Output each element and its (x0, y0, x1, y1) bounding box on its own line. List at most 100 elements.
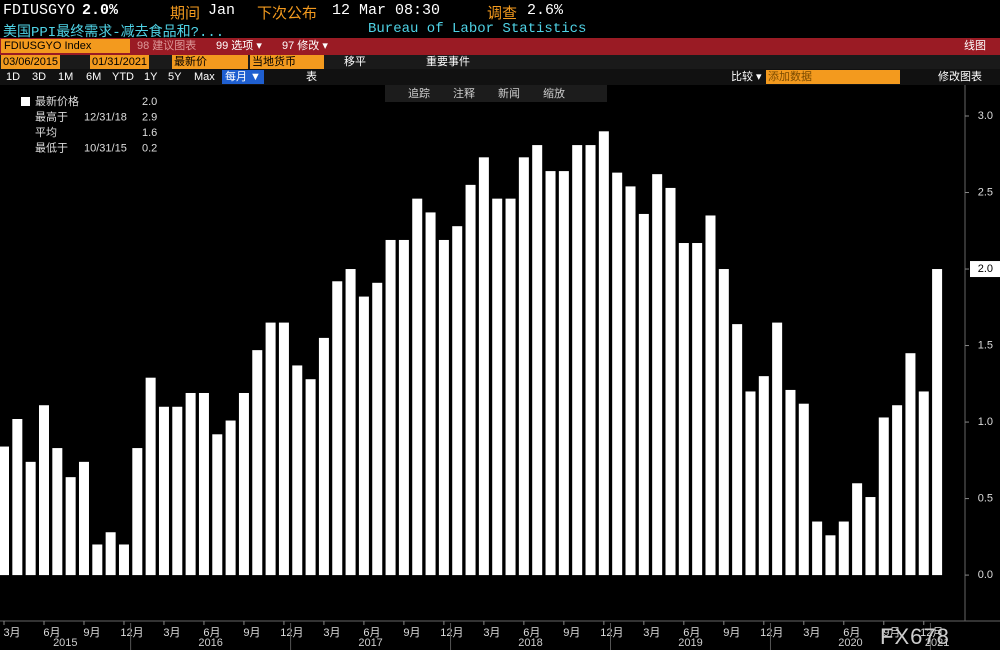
chart-kind[interactable]: 线图 (964, 40, 986, 52)
edit-button[interactable]: 97 修改 ▾ (282, 40, 328, 52)
compare[interactable]: 比较 ▾ (731, 71, 762, 83)
range-button[interactable]: Max (194, 71, 215, 83)
bar (452, 226, 463, 576)
legend-name: 平均 (35, 126, 57, 139)
bar (292, 365, 303, 576)
watermark: FX678 (880, 624, 950, 649)
legend: 最新价格 2.0 最高于 12/31/18 2.9 平均 1.6 最低于 10/31/15 0.2 (6, 91, 162, 157)
range-button[interactable]: YTD (112, 71, 134, 83)
table-button[interactable]: 表 (306, 71, 317, 83)
bar (545, 171, 556, 576)
survey: 2.6% (527, 2, 564, 19)
bar (92, 544, 103, 576)
bar (105, 532, 116, 576)
bar (118, 544, 129, 576)
range-bar: 每月 ▼ 表 比较 ▾ 添加数据 修改图表 1D 3D 1M 6M YTD 1Y 5Y Max (0, 69, 1000, 85)
x-tick-label: 12月 (600, 627, 623, 639)
x-tick-label: 3月 (803, 627, 820, 639)
x-tick-label: 12月 (760, 627, 783, 639)
bar (225, 420, 236, 576)
x-tick-label: 6月 (683, 627, 700, 639)
bar (212, 434, 223, 576)
bar (318, 337, 329, 576)
tool-button[interactable]: 追踪 (408, 86, 430, 100)
x-tick-label: 6月 (843, 627, 860, 639)
bar (252, 350, 263, 576)
bar (185, 392, 196, 576)
year-label: 2018 (518, 637, 542, 649)
y-tick-label: 2.0 (978, 263, 993, 275)
range-button[interactable]: 1D (6, 71, 21, 83)
x-tick-label: 3月 (163, 627, 180, 639)
x-tick-label: 12月 (120, 627, 143, 639)
bar (38, 405, 49, 576)
range-button[interactable]: 5Y (168, 71, 182, 83)
tool-button[interactable]: 缩放 (543, 86, 565, 100)
x-tick-label: 9月 (723, 627, 740, 639)
add-data[interactable]: 添加数据 (766, 70, 900, 84)
tool-button[interactable]: 新闻 (498, 86, 520, 100)
bar (505, 198, 516, 576)
x-tick-label: 3月 (483, 627, 500, 639)
bar (905, 353, 916, 576)
bar (878, 417, 889, 576)
bar (518, 157, 529, 576)
bar (25, 461, 36, 576)
year-label: 2015 (53, 637, 77, 649)
bar (398, 239, 409, 576)
start-date[interactable]: 03/06/2015 (1, 55, 61, 69)
bar (158, 406, 169, 576)
x-tick-label: 6月 (523, 627, 540, 639)
smooth[interactable]: 移平 (344, 56, 366, 68)
bar (678, 243, 689, 576)
range-button[interactable]: 1Y (144, 71, 158, 83)
survey-label: 调查 (487, 6, 518, 23)
bar (852, 483, 863, 576)
options-button[interactable]: 99 选项 ▾ (216, 40, 262, 52)
range-button[interactable]: 6M (86, 71, 102, 83)
x-tick-label: 6月 (363, 627, 380, 639)
security[interactable]: FDIUSGYO Index (1, 39, 130, 53)
bar (558, 171, 569, 576)
suggest-button[interactable]: 98 建议图表 (137, 40, 197, 52)
bar (12, 419, 23, 576)
events[interactable]: 重要事件 (426, 56, 470, 68)
legend-bg (6, 91, 162, 157)
legend-date: 12/31/18 (84, 111, 127, 123)
bar (652, 174, 663, 576)
frequency[interactable]: 每月 ▼ (222, 70, 264, 84)
bar (278, 322, 289, 576)
bar (585, 145, 596, 576)
legend-value: 2.0 (142, 96, 157, 108)
bar (918, 391, 929, 576)
bar (172, 406, 183, 576)
field[interactable]: 最新价 (172, 55, 248, 69)
bar (385, 239, 396, 576)
year-label: 2017 (358, 637, 382, 649)
legend-date: 10/31/15 (84, 142, 127, 154)
period-label: 期间 (170, 6, 201, 23)
chart: 追踪 注释 新闻 缩放 0.0 0.5 1.0 1.5 2.0 2.5 3.0 3月 6月 9月 12月 3月… (0, 85, 1000, 650)
x-tick-label: 9月 (883, 627, 900, 639)
settings-bar: 03/06/2015 01/31/2021 最新价 当地货币 移平 重要事件 (0, 55, 1000, 69)
range-button[interactable]: 3D (32, 71, 47, 83)
bar (785, 389, 796, 576)
edit-chart[interactable]: 修改图表 (938, 71, 982, 83)
x-tick-label: 3月 (323, 627, 340, 639)
currency[interactable]: 当地货币 (250, 55, 324, 69)
bar (145, 377, 156, 576)
bar (438, 239, 449, 576)
y-tick-label: 1.0 (978, 416, 993, 428)
bar (572, 145, 583, 576)
bar (745, 391, 756, 576)
end-date[interactable]: 01/31/2021 (90, 55, 150, 69)
bar (932, 269, 943, 576)
bar (758, 376, 769, 576)
bar (772, 322, 783, 576)
tool-button[interactable]: 注释 (453, 86, 475, 100)
next-release: 12 Mar 08:30 (332, 2, 441, 19)
range-button[interactable]: 1M (58, 71, 74, 83)
bar (78, 461, 89, 576)
bar (705, 215, 716, 576)
x-tick-label: 9月 (403, 627, 420, 639)
